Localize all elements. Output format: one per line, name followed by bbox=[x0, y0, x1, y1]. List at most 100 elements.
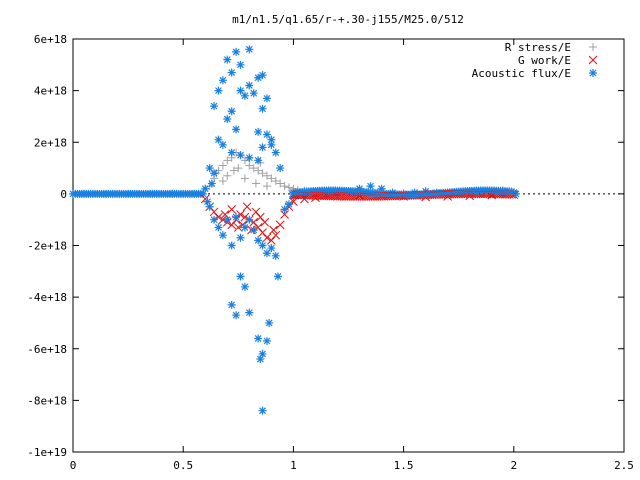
data-point bbox=[275, 220, 285, 230]
axes: 0 0.5 1 1.5 2 2.5 6e+18 4e+18 2e+18 0 -2e+18 -4e+18… bbox=[27, 33, 634, 472]
data-point bbox=[267, 244, 276, 253]
data-point bbox=[168, 189, 177, 198]
y-tick-label: -4e+18 bbox=[27, 291, 67, 304]
data-point bbox=[201, 184, 210, 193]
legend-label: Acoustic flux/E bbox=[472, 67, 571, 80]
data-point bbox=[280, 205, 289, 214]
x-tick-label: 1 bbox=[290, 459, 297, 472]
data-point bbox=[258, 71, 267, 80]
data-point bbox=[267, 135, 276, 144]
data-point bbox=[236, 60, 245, 69]
acoustic-flux-baseline bbox=[69, 189, 208, 198]
acoustic-flux-point bbox=[507, 187, 516, 196]
data-point bbox=[223, 115, 232, 124]
data-point bbox=[245, 161, 254, 170]
y-tick-label: -6e+18 bbox=[27, 343, 67, 356]
data-point bbox=[269, 225, 278, 235]
data-point bbox=[254, 156, 263, 165]
data-point bbox=[258, 169, 267, 178]
x-tick-label: 1.5 bbox=[394, 459, 414, 472]
data-point bbox=[223, 215, 232, 224]
data-point bbox=[124, 189, 133, 198]
data-point bbox=[227, 148, 236, 157]
data-point bbox=[236, 233, 245, 242]
data-point bbox=[254, 236, 263, 245]
data-point bbox=[223, 55, 232, 64]
data-point bbox=[260, 217, 270, 227]
data-point bbox=[267, 174, 276, 183]
y-tick-label: 4e+18 bbox=[34, 85, 67, 98]
data-point bbox=[271, 148, 280, 157]
data-point bbox=[227, 205, 237, 214]
data-point bbox=[271, 230, 281, 240]
data-point bbox=[271, 251, 280, 260]
data-point bbox=[276, 164, 285, 173]
y-tick-label: 6e+18 bbox=[34, 33, 67, 46]
data-point bbox=[245, 308, 254, 317]
data-point bbox=[245, 45, 254, 54]
plot-frame bbox=[72, 38, 625, 453]
data-point bbox=[240, 174, 249, 183]
y-tick-label: 2e+18 bbox=[34, 136, 67, 149]
data-point bbox=[218, 231, 227, 240]
data-point bbox=[267, 235, 276, 245]
y-tick-label: -1e+19 bbox=[27, 446, 67, 459]
data-point bbox=[227, 107, 236, 116]
data-point bbox=[240, 223, 249, 232]
data-point bbox=[271, 176, 280, 185]
y-tick-label: 0 bbox=[60, 188, 67, 201]
data-point bbox=[377, 184, 386, 193]
data-point bbox=[262, 182, 271, 191]
data-point bbox=[245, 153, 254, 162]
data-point bbox=[214, 135, 223, 144]
data-point bbox=[240, 91, 249, 100]
data-point bbox=[232, 125, 241, 134]
data-point bbox=[218, 176, 227, 185]
y-tick-label: -2e+18 bbox=[27, 240, 67, 253]
data-point bbox=[242, 202, 252, 212]
data-point bbox=[249, 164, 258, 173]
data-point bbox=[254, 334, 263, 343]
data-point bbox=[258, 228, 267, 237]
plot-area bbox=[69, 45, 521, 415]
legend-label: R stress/E bbox=[505, 41, 571, 54]
data-point bbox=[262, 233, 272, 243]
data-point bbox=[254, 127, 263, 136]
x-tick-label: 2.5 bbox=[614, 459, 634, 472]
data-point bbox=[262, 130, 271, 139]
data-point bbox=[236, 272, 245, 281]
data-point bbox=[262, 94, 271, 103]
x-tick-label: 2 bbox=[510, 459, 517, 472]
data-point bbox=[146, 189, 155, 198]
data-point bbox=[223, 171, 232, 180]
data-point bbox=[258, 143, 267, 152]
data-point bbox=[236, 151, 245, 160]
data-point bbox=[218, 140, 227, 149]
data-point bbox=[229, 166, 238, 175]
data-point bbox=[218, 76, 227, 85]
data-point bbox=[284, 183, 293, 192]
data-point bbox=[218, 215, 228, 225]
data-point bbox=[258, 349, 267, 358]
data-point bbox=[249, 89, 258, 98]
data-point bbox=[210, 102, 219, 111]
legend-marker bbox=[588, 55, 598, 65]
data-point bbox=[262, 249, 271, 258]
legend-label: G work/E bbox=[518, 54, 571, 67]
x-tick-label: 0 bbox=[70, 459, 77, 472]
data-point bbox=[254, 73, 263, 82]
data-point bbox=[232, 47, 241, 56]
data-point bbox=[267, 140, 276, 149]
data-point bbox=[249, 226, 258, 235]
data-point bbox=[233, 223, 243, 232]
data-point bbox=[210, 169, 219, 178]
data-point bbox=[214, 223, 223, 232]
data-point bbox=[280, 182, 289, 191]
data-point bbox=[251, 179, 260, 188]
data-point bbox=[258, 104, 267, 113]
data-point bbox=[214, 86, 223, 95]
data-point bbox=[205, 164, 214, 173]
data-point bbox=[234, 164, 243, 173]
